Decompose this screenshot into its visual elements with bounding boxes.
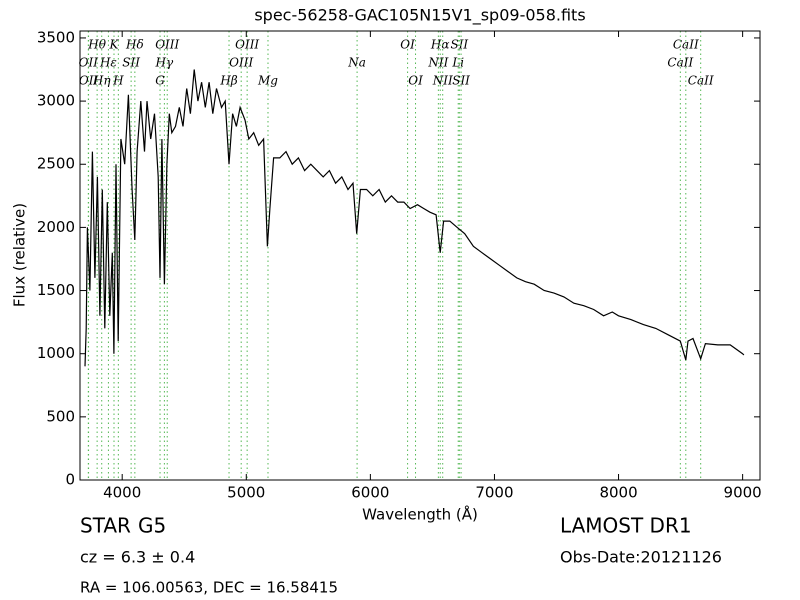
y-tick-label: 0 bbox=[65, 471, 75, 489]
y-tick-label: 1000 bbox=[37, 344, 75, 362]
spectral-line-label: Hγ bbox=[155, 56, 174, 70]
spectral-line-label: SII bbox=[450, 38, 468, 52]
spectral-line-label: CaII bbox=[688, 74, 714, 88]
spectral-line-label: OI bbox=[400, 38, 415, 52]
redshift: cz = 6.3 ± 0.4 bbox=[80, 548, 195, 567]
spectrum-line bbox=[84, 69, 745, 367]
spectral-line-label: K bbox=[109, 38, 120, 52]
coordinates: RA = 106.00563, DEC = 16.58415 bbox=[80, 579, 338, 597]
y-tick-label: 3500 bbox=[37, 28, 75, 46]
x-tick-label: 7000 bbox=[475, 484, 513, 502]
spectral-line-label: CaII bbox=[667, 56, 693, 70]
spectral-line-label: OIII bbox=[235, 38, 259, 52]
obs-date: Obs-Date:20121126 bbox=[560, 548, 722, 567]
spectral-line-label: G bbox=[155, 74, 165, 88]
spectral-line-label: OII bbox=[79, 74, 99, 88]
spectral-line-label: NII bbox=[432, 74, 453, 88]
x-tick-label: 6000 bbox=[351, 484, 389, 502]
x-tick-label: 9000 bbox=[724, 484, 762, 502]
subclass: G5 bbox=[138, 514, 166, 538]
plot-frame bbox=[79, 30, 761, 481]
spectral-line-label: H bbox=[112, 74, 124, 88]
spectral-line-label: NII bbox=[427, 56, 448, 70]
y-tick-label: 1500 bbox=[37, 281, 75, 299]
spectral-line-label: OIII bbox=[155, 38, 179, 52]
spectral-line-label: OI bbox=[408, 74, 423, 88]
spectral-line-label: Na bbox=[347, 56, 366, 70]
survey: LAMOST DR1 bbox=[560, 514, 692, 538]
spectral-line-label: Mg bbox=[257, 74, 278, 88]
y-axis-label: Flux (relative) bbox=[11, 203, 29, 307]
spectral-line-label: SII bbox=[452, 74, 470, 88]
spectral-line-label: OIII bbox=[229, 56, 253, 70]
object-class: STAR bbox=[80, 514, 131, 538]
spectral-line-label: Hη bbox=[92, 74, 111, 88]
y-tick-label: 2500 bbox=[37, 155, 75, 173]
spectral-line-label: Hδ bbox=[125, 38, 144, 52]
spectral-line-label: Hα bbox=[430, 38, 450, 52]
y-tick-label: 3000 bbox=[37, 92, 75, 110]
spectral-line-label: CaII bbox=[673, 38, 699, 52]
spectral-line-label: SII bbox=[122, 56, 140, 70]
spectral-line-label: Li bbox=[451, 56, 464, 70]
y-tick-label: 500 bbox=[46, 407, 75, 425]
chart-title: spec-56258-GAC105N15V1_sp09-058.fits bbox=[254, 6, 585, 26]
spectral-line-label: Hβ bbox=[219, 74, 237, 88]
spectral-line-label: Hε bbox=[99, 56, 117, 70]
x-tick-label: 5000 bbox=[227, 484, 265, 502]
x-axis-label: Wavelength (Å) bbox=[362, 505, 478, 524]
x-tick-label: 8000 bbox=[599, 484, 637, 502]
y-tick-label: 2000 bbox=[37, 218, 75, 236]
x-tick-label: 4000 bbox=[103, 484, 141, 502]
spectral-line-label: Hθ bbox=[87, 38, 106, 52]
